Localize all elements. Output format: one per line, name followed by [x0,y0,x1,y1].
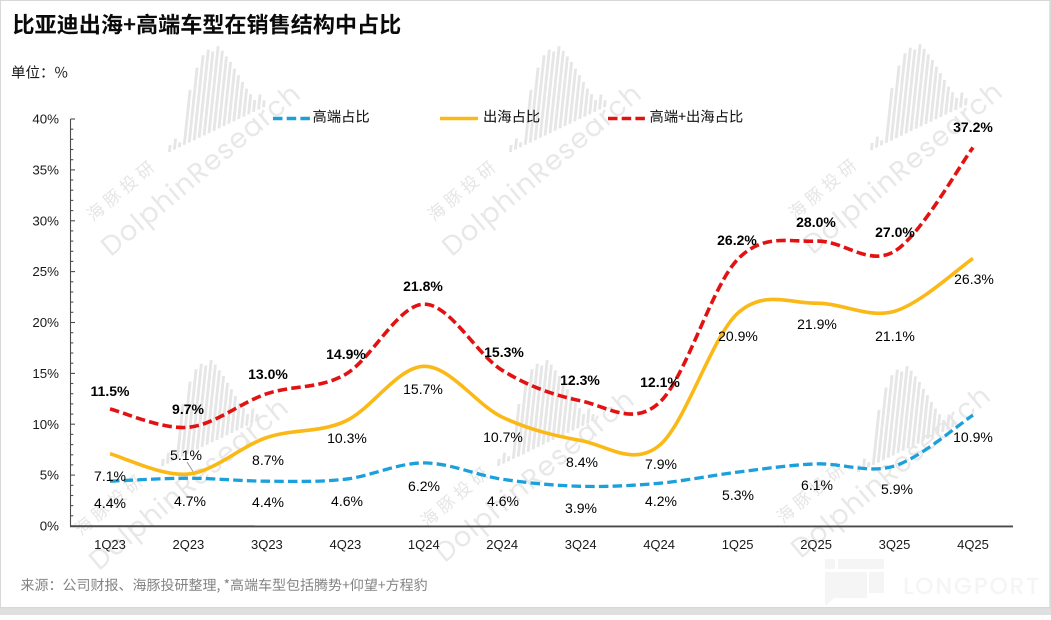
svg-text:7.1%: 7.1% [94,468,126,484]
svg-text:5.1%: 5.1% [170,447,202,463]
svg-text:26.3%: 26.3% [954,271,994,287]
svg-text:11.5%: 11.5% [91,383,130,399]
svg-text:6.1%: 6.1% [801,477,833,493]
svg-text:5%: 5% [40,468,59,483]
svg-text:20%: 20% [32,315,59,330]
svg-text:3Q23: 3Q23 [251,537,283,552]
svg-text:5.9%: 5.9% [881,481,913,497]
svg-text:26.2%: 26.2% [717,232,757,248]
svg-text:4Q24: 4Q24 [643,537,675,552]
svg-text:0%: 0% [40,519,59,534]
svg-text:2Q23: 2Q23 [172,537,204,552]
svg-text:4.7%: 4.7% [174,493,206,509]
svg-text:14.9%: 14.9% [326,346,366,362]
svg-text:8.4%: 8.4% [566,454,598,470]
svg-text:10%: 10% [32,417,59,432]
svg-text:7.9%: 7.9% [645,456,677,472]
svg-text:20.9%: 20.9% [718,328,758,344]
svg-text:13.0%: 13.0% [248,366,288,382]
svg-text:21.8%: 21.8% [403,278,443,294]
svg-text:15.7%: 15.7% [403,381,443,397]
svg-text:28.0%: 28.0% [796,214,836,230]
svg-text:1Q25: 1Q25 [722,537,754,552]
svg-text:4Q25: 4Q25 [957,537,989,552]
svg-text:21.1%: 21.1% [875,328,915,344]
svg-text:8.7%: 8.7% [252,452,284,468]
svg-text:3Q24: 3Q24 [565,537,597,552]
svg-text:10.3%: 10.3% [327,430,367,446]
svg-text:12.1%: 12.1% [640,374,680,390]
svg-text:2Q24: 2Q24 [486,537,518,552]
svg-text:25%: 25% [32,264,59,279]
svg-text:15%: 15% [32,366,59,381]
svg-text:4.6%: 4.6% [487,493,519,509]
svg-text:9.7%: 9.7% [172,401,204,417]
svg-text:10.7%: 10.7% [483,429,523,445]
svg-text:21.9%: 21.9% [797,316,837,332]
svg-text:30%: 30% [32,213,59,228]
svg-text:4Q23: 4Q23 [329,537,361,552]
svg-text:2Q25: 2Q25 [800,537,832,552]
svg-text:12.3%: 12.3% [560,372,600,388]
svg-text:5.3%: 5.3% [722,487,754,503]
svg-text:4.4%: 4.4% [252,494,284,510]
svg-text:3Q25: 3Q25 [879,537,911,552]
svg-text:4.6%: 4.6% [331,493,363,509]
svg-text:1Q23: 1Q23 [94,537,126,552]
svg-text:15.3%: 15.3% [484,344,524,360]
svg-text:4.2%: 4.2% [645,493,677,509]
svg-text:37.2%: 37.2% [953,119,993,135]
svg-text:40%: 40% [32,112,59,127]
svg-text:4.4%: 4.4% [94,495,126,511]
svg-text:10.9%: 10.9% [953,429,993,445]
svg-text:27.0%: 27.0% [875,224,915,240]
svg-text:35%: 35% [32,163,59,178]
svg-text:6.2%: 6.2% [408,478,440,494]
svg-text:3.9%: 3.9% [565,500,597,516]
svg-text:1Q24: 1Q24 [408,537,440,552]
